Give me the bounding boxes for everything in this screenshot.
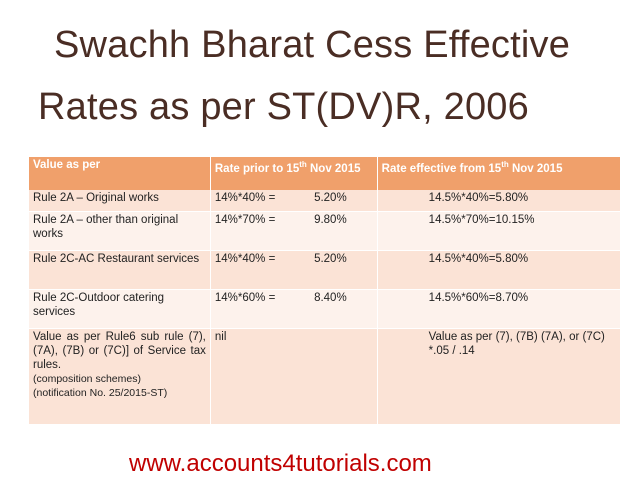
table-header-row: Value as per Rate prior to 15th Nov 2015…: [29, 157, 622, 190]
rule-cell: Rule 2A – Original works: [29, 190, 211, 212]
header-rate-effective: Rate effective from 15th Nov 2015: [377, 157, 622, 190]
effective-rate-cell: 14.5%*40%=5.80%: [377, 250, 622, 290]
prior-rate-cell: 14%*70% = 9.80%: [210, 211, 378, 251]
effective-rate-cell: Value as per (7), (7B) (7A), or (7C) *.0…: [377, 328, 622, 425]
title-line-2: Rates as per ST(DV)R, 2006: [38, 86, 529, 128]
rates-table: Value as per Rate prior to 15th Nov 2015…: [29, 157, 622, 425]
prior-rate-cell: 14%*60% = 8.40%: [210, 289, 378, 329]
table-row: Rule 2A – other than original works 14%*…: [29, 211, 622, 251]
effective-rate-cell: 14.5%*70%=10.15%: [377, 211, 622, 251]
rule-cell: Rule 2A – other than original works: [29, 211, 211, 251]
title-line-1: Swachh Bharat Cess Effective: [54, 24, 571, 66]
prior-rate-cell: 14%*40% = 5.20%: [210, 190, 378, 212]
rule-cell: Value as per Rule6 sub rule (7), (7A), (…: [29, 328, 211, 425]
prior-rate-cell: 14%*40% = 5.20%: [210, 250, 378, 290]
table-row: Rule 2C-Outdoor catering services 14%*60…: [29, 289, 622, 329]
rule-cell: Rule 2C-Outdoor catering services: [29, 289, 211, 329]
table-row: Rule 2A – Original works 14%*40% = 5.20% …: [29, 190, 622, 212]
effective-rate-cell: 14.5%*40%=5.80%: [377, 190, 622, 212]
header-value-as-per: Value as per: [29, 157, 211, 190]
table-row: Value as per Rule6 sub rule (7), (7A), (…: [29, 328, 622, 425]
header-rate-prior: Rate prior to 15th Nov 2015: [210, 157, 378, 190]
website-footer: www.accounts4tutorials.com: [129, 450, 432, 477]
table-row: Rule 2C-AC Restaurant services 14%*40% =…: [29, 250, 622, 290]
rule-cell: Rule 2C-AC Restaurant services: [29, 250, 211, 290]
rule-note-notification: (notification No. 25/2015-ST): [33, 386, 168, 399]
effective-rate-cell: 14.5%*60%=8.70%: [377, 289, 622, 329]
rule-main-text: Value as per Rule6 sub rule (7), (7A), (…: [33, 330, 206, 371]
prior-rate-cell: nil: [210, 328, 378, 425]
rule-note-composition: (composition schemes): [33, 372, 141, 385]
